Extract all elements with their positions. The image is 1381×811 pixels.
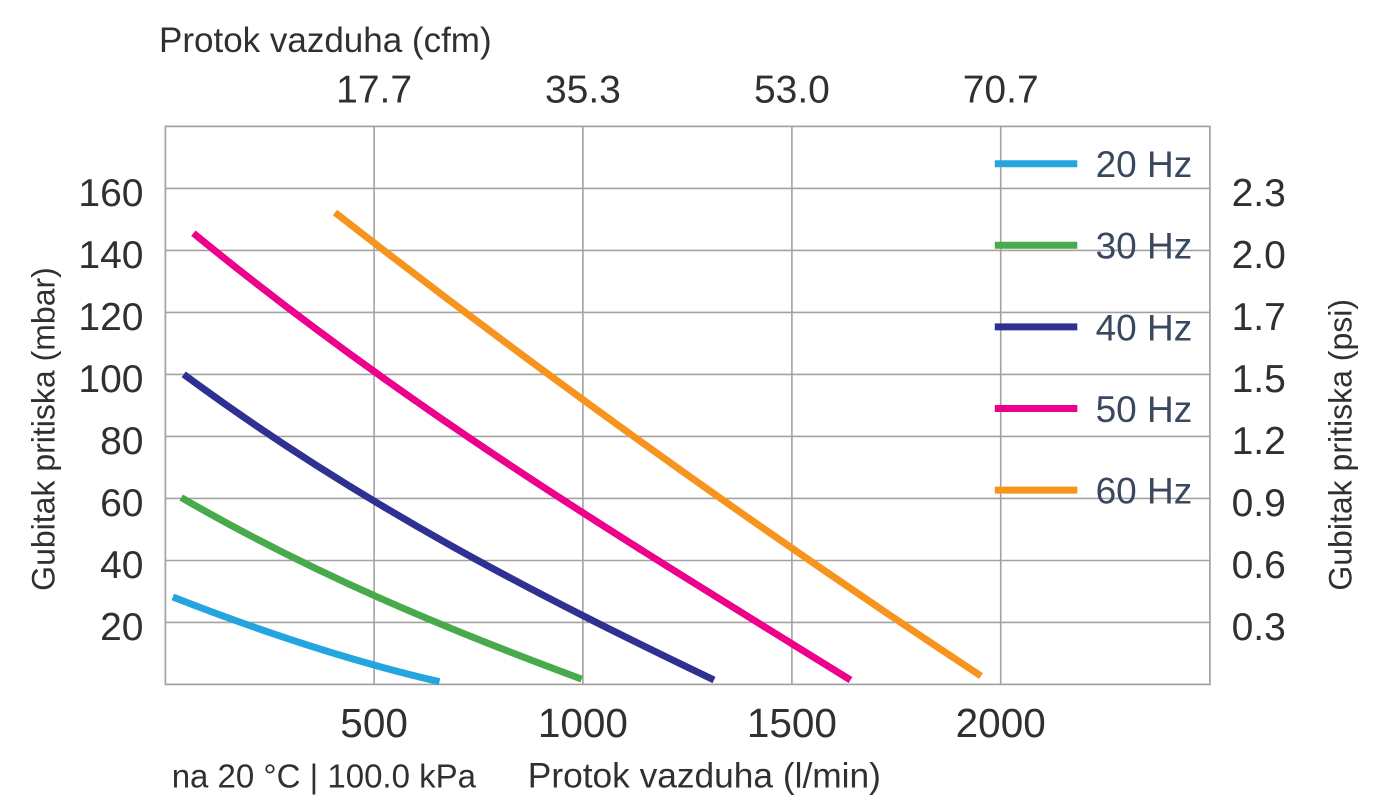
svg-text:1.2: 1.2 bbox=[1232, 420, 1286, 463]
svg-text:35.3: 35.3 bbox=[545, 69, 621, 112]
svg-text:20: 20 bbox=[100, 606, 143, 649]
svg-text:Gubitak pritiska (mbar): Gubitak pritiska (mbar) bbox=[26, 267, 62, 591]
svg-text:1.7: 1.7 bbox=[1232, 296, 1286, 339]
svg-text:60 Hz: 60 Hz bbox=[1096, 471, 1193, 512]
svg-text:1000: 1000 bbox=[538, 700, 628, 746]
svg-text:Protok vazduha (l/min): Protok vazduha (l/min) bbox=[528, 756, 881, 795]
svg-text:0.6: 0.6 bbox=[1232, 544, 1286, 587]
svg-text:80: 80 bbox=[100, 420, 143, 463]
svg-text:60: 60 bbox=[100, 482, 143, 525]
svg-text:160: 160 bbox=[78, 172, 143, 215]
svg-text:0.3: 0.3 bbox=[1232, 606, 1286, 649]
svg-text:1500: 1500 bbox=[747, 700, 837, 746]
svg-text:2.0: 2.0 bbox=[1232, 234, 1286, 277]
svg-text:20 Hz: 20 Hz bbox=[1096, 144, 1193, 185]
svg-text:Protok vazduha (cfm): Protok vazduha (cfm) bbox=[159, 21, 492, 60]
svg-text:30 Hz: 30 Hz bbox=[1096, 226, 1193, 267]
svg-text:17.7: 17.7 bbox=[336, 69, 412, 112]
svg-text:140: 140 bbox=[78, 234, 143, 277]
svg-text:53.0: 53.0 bbox=[754, 69, 830, 112]
svg-text:2000: 2000 bbox=[956, 700, 1046, 746]
svg-text:100: 100 bbox=[78, 358, 143, 401]
svg-text:500: 500 bbox=[340, 700, 408, 746]
svg-text:0.9: 0.9 bbox=[1232, 482, 1286, 525]
svg-text:50 Hz: 50 Hz bbox=[1096, 389, 1193, 430]
svg-text:2.3: 2.3 bbox=[1232, 172, 1286, 215]
svg-text:1.5: 1.5 bbox=[1232, 358, 1286, 401]
svg-text:40: 40 bbox=[100, 544, 143, 587]
svg-text:Gubitak pritiska (psi): Gubitak pritiska (psi) bbox=[1323, 299, 1359, 591]
svg-text:120: 120 bbox=[78, 296, 143, 339]
svg-text:na 20 °C | 100.0 kPa: na 20 °C | 100.0 kPa bbox=[172, 757, 477, 794]
svg-text:70.7: 70.7 bbox=[963, 69, 1039, 112]
svg-text:40 Hz: 40 Hz bbox=[1096, 307, 1193, 348]
